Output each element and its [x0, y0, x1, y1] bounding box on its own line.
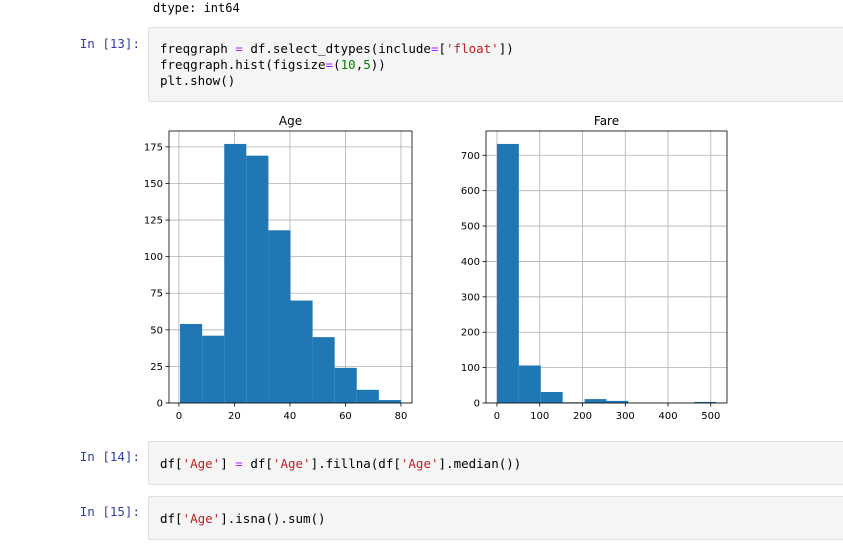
- y-tick-label: 175: [144, 142, 163, 153]
- cell-15-input[interactable]: df['Age'].isna().sum(): [148, 496, 843, 540]
- y-tick-label: 50: [150, 325, 163, 336]
- y-tick-label: 100: [461, 363, 480, 374]
- age-histogram: 0 20 40 60 80 0 25 50 75 100 125 150 175 Age: [144, 114, 413, 422]
- code-token: =: [430, 41, 439, 56]
- x-tick-label: 40: [284, 411, 297, 422]
- histogram-bar: [268, 230, 291, 403]
- histogram-figure: 0 20 40 60 80 0 25 50 75 100 125 150 175 Age 0 100 200 3…: [144, 114, 728, 422]
- histogram-bar: [246, 155, 269, 403]
- code-token: df.select_dtypes(include: [242, 41, 431, 56]
- code-line: freqgraph = df.select_dtypes(include=['f…: [160, 41, 514, 57]
- code-token: freqgraph: [160, 41, 236, 56]
- code-token: ,: [355, 57, 364, 72]
- x-tick-label: 300: [616, 411, 635, 422]
- y-tick-label: 600: [461, 186, 480, 197]
- histogram-bar: [584, 399, 607, 403]
- x-tick-label: 60: [339, 411, 352, 422]
- code-token: =: [325, 57, 334, 72]
- x-tick-label: 80: [395, 411, 408, 422]
- code-token: df[: [160, 511, 183, 526]
- x-tick-label: 20: [228, 411, 241, 422]
- code-token: 'Age': [272, 456, 311, 471]
- y-tick-label: 500: [461, 222, 480, 233]
- code-token: 'Age': [182, 511, 221, 526]
- y-tick-label: 150: [144, 179, 163, 190]
- code-line: freqgraph.hist(figsize=(10,5)): [160, 57, 514, 73]
- histogram-bar: [606, 400, 629, 403]
- code-token: )): [370, 57, 386, 72]
- histogram-bar: [378, 400, 401, 403]
- cell-14-prompt: In [14]:: [79, 449, 140, 464]
- code-token: (: [333, 57, 341, 72]
- code-token: ].median()): [438, 456, 522, 471]
- y-tick-label: 200: [461, 328, 480, 339]
- cell-14-code[interactable]: df['Age'] = df['Age'].fillna(df['Age'].m…: [160, 456, 521, 472]
- code-token: df[: [160, 456, 183, 471]
- histogram-bar: [180, 323, 203, 403]
- code-token: 10: [340, 57, 356, 72]
- cell-13-code[interactable]: freqgraph = df.select_dtypes(include=['f…: [160, 41, 514, 89]
- y-tick-label: 0: [474, 399, 480, 410]
- plot-title: Fare: [594, 114, 619, 128]
- code-token: plt.show(): [160, 73, 236, 88]
- code-token: ].isna().sum(): [220, 511, 326, 526]
- previous-output-dtype: dtype: int64: [153, 1, 240, 15]
- cell-14-input[interactable]: df['Age'] = df['Age'].fillna(df['Age'].m…: [148, 441, 843, 485]
- y-tick-label: 75: [150, 289, 163, 300]
- code-token: ]): [498, 41, 514, 56]
- histogram-bar: [694, 401, 717, 403]
- histogram-bar: [334, 367, 357, 403]
- y-tick-label: 300: [461, 292, 480, 303]
- fare-histogram: 0 100 200 300 400 500 0 100 200 300 400 500 600 700 Fa…: [461, 114, 728, 422]
- x-tick-label: 200: [573, 411, 592, 422]
- code-token: freqgraph.hist(figsize: [160, 57, 326, 72]
- histogram-bar: [312, 337, 335, 403]
- histogram-bar: [202, 335, 225, 403]
- cell-13-prompt: In [13]:: [79, 36, 140, 51]
- x-tick-label: 400: [658, 411, 677, 422]
- plot-frame: [485, 130, 728, 404]
- x-tick-label: 0: [494, 411, 500, 422]
- code-line: df['Age'] = df['Age'].fillna(df['Age'].m…: [160, 456, 521, 472]
- code-token: ]: [220, 456, 236, 471]
- y-tick-label: 25: [150, 362, 163, 373]
- code-token: =: [235, 41, 243, 56]
- code-token: df[: [242, 456, 273, 471]
- plot-frame: [168, 130, 413, 404]
- y-tick-label: 0: [157, 399, 163, 410]
- y-tick-label: 400: [461, 257, 480, 268]
- cell-15-code[interactable]: df['Age'].isna().sum(): [160, 511, 326, 527]
- code-token: 'Age': [400, 456, 439, 471]
- code-token: =: [235, 456, 243, 471]
- y-tick-label: 100: [144, 252, 163, 263]
- code-line: df['Age'].isna().sum(): [160, 511, 326, 527]
- y-tick-label: 700: [461, 151, 480, 162]
- cell-13-input[interactable]: freqgraph = df.select_dtypes(include=['f…: [148, 27, 843, 102]
- code-token: 'Age': [182, 456, 221, 471]
- code-token: ].fillna(df[: [310, 456, 401, 471]
- plot-title: Age: [279, 114, 302, 128]
- cell-15-prompt: In [15]:: [79, 504, 140, 519]
- x-tick-label: 100: [530, 411, 549, 422]
- y-tick-label: 125: [144, 216, 163, 227]
- histogram-bar: [518, 365, 541, 403]
- histogram-bar: [290, 300, 313, 403]
- histogram-bar: [496, 143, 519, 403]
- histogram-bar: [356, 389, 379, 403]
- x-tick-label: 500: [701, 411, 720, 422]
- code-token: 'float': [446, 41, 499, 56]
- x-tick-label: 0: [176, 411, 182, 422]
- code-token: [: [438, 41, 447, 56]
- code-line: plt.show(): [160, 73, 514, 89]
- code-token: 5: [363, 57, 371, 72]
- histogram-bar: [540, 392, 563, 403]
- histogram-bar: [224, 143, 247, 403]
